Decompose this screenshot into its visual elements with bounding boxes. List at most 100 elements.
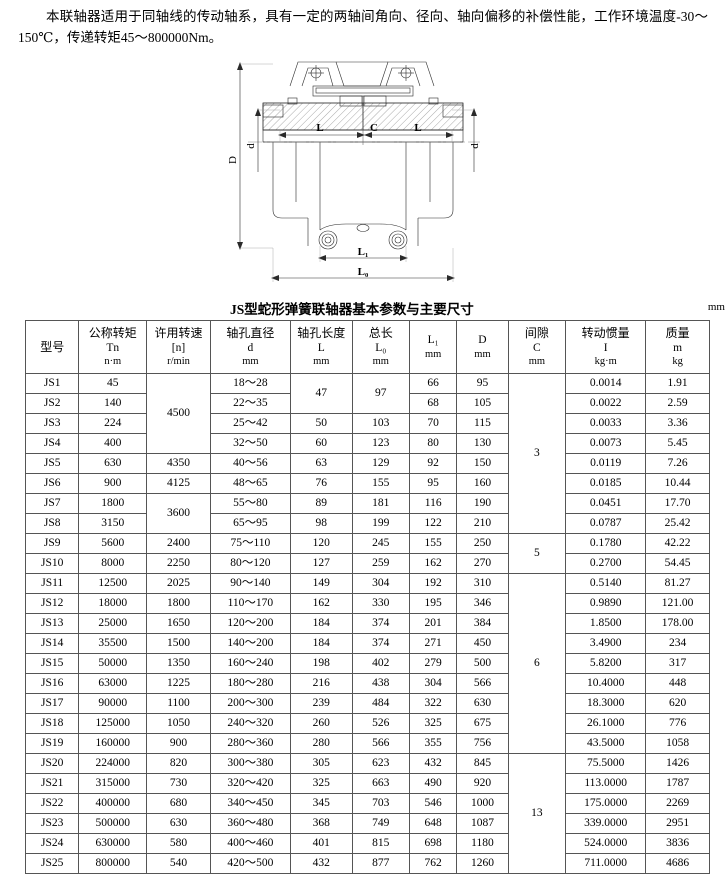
keyway-right xyxy=(442,104,464,118)
label-L-left: L xyxy=(316,122,323,134)
cell-outer-diameter: 566 xyxy=(456,673,509,694)
table-header-row: 型号 公称转矩 Tn n·m 许用转速 [n] r/min 轴孔直径 d mm … xyxy=(24,320,710,374)
cell-model: JS16 xyxy=(24,673,80,694)
cell-allowable-speed: 3600 xyxy=(146,493,211,534)
cell-nominal-torque: 12500 xyxy=(78,573,148,594)
cell-total-length: 526 xyxy=(351,713,411,734)
cell-outer-diameter: 105 xyxy=(456,393,509,414)
cell-model: JS21 xyxy=(24,773,80,794)
cell-model: JS7 xyxy=(24,493,80,514)
cell-allowable-speed: 4500 xyxy=(146,373,211,454)
cell-l1: 80 xyxy=(409,433,458,454)
col-header-total-length: 总长 L₀ mm xyxy=(351,320,411,374)
cell-total-length: 330 xyxy=(351,593,411,614)
cell-bore-diameter: 240～320 xyxy=(209,713,291,734)
cell-outer-diameter: 630 xyxy=(456,693,509,714)
cell-l1: 304 xyxy=(409,673,458,694)
cell-mass: 776 xyxy=(645,713,710,734)
cell-bore-length: 280 xyxy=(289,733,353,754)
cell-allowable-speed: 1650 xyxy=(146,613,211,634)
cell-model: JS5 xyxy=(24,453,80,474)
center-plug xyxy=(356,224,370,232)
table-row: JS13 25000 1650 120～200 184 374 201 384 1.8500 17… xyxy=(24,613,710,634)
cell-total-length: 749 xyxy=(351,813,411,834)
cell-model: JS25 xyxy=(24,853,80,874)
cell-bore-length: 368 xyxy=(289,813,353,834)
cell-nominal-torque: 315000 xyxy=(78,773,148,794)
cell-outer-diameter: 845 xyxy=(456,753,509,774)
cell-nominal-torque: 50000 xyxy=(78,653,148,674)
table-row: JS15 50000 1350 160～240 198 402 279 500 5.8200 31… xyxy=(24,653,710,674)
col-header-bore-diameter: 轴孔直径 d mm xyxy=(209,320,291,374)
cell-mass: 25.42 xyxy=(645,513,710,534)
col-header-nominal-torque: 公称转矩 Tn n·m xyxy=(78,320,148,374)
hub-right-hatched xyxy=(362,102,464,131)
cell-moment-of-inertia: 113.0000 xyxy=(565,773,647,794)
cell-outer-diameter: 270 xyxy=(456,553,509,574)
cell-l1: 546 xyxy=(409,793,458,814)
cell-mass: 4686 xyxy=(645,853,710,874)
cell-total-length: 103 xyxy=(351,413,411,434)
sleeve-top xyxy=(312,85,414,97)
cell-nominal-torque: 18000 xyxy=(78,593,148,614)
body-bottom-right xyxy=(418,209,454,219)
label-L1: L₁ xyxy=(358,246,369,258)
label-d-right: d xyxy=(469,143,481,149)
cell-bore-diameter: 110～170 xyxy=(209,593,291,614)
cover-skirt-lines xyxy=(319,142,407,230)
cell-mass: 7.26 xyxy=(645,453,710,474)
cell-gap: 5 xyxy=(507,533,567,574)
cell-moment-of-inertia: 5.8200 xyxy=(565,653,647,674)
table-row: JS6 900 4125 48～65 76 155 95 160 0.0185 10.44 xyxy=(24,473,710,494)
col-header-moment-of-inertia: 转动惯量 I kg·m xyxy=(565,320,647,374)
cell-nominal-torque: 90000 xyxy=(78,693,148,714)
col-header-gap: 间隙 C mm xyxy=(507,320,567,374)
cell-bore-diameter: 180～280 xyxy=(209,673,291,694)
cell-total-length: 97 xyxy=(351,373,411,414)
label-d-left: d xyxy=(245,143,257,149)
lower-bolt-right xyxy=(388,230,408,250)
cell-mass: 1426 xyxy=(645,753,710,774)
cell-moment-of-inertia: 0.0451 xyxy=(565,493,647,514)
cell-outer-diameter: 675 xyxy=(456,713,509,734)
cell-model: JS2 xyxy=(24,393,80,414)
lower-bolt-left xyxy=(318,230,338,250)
cell-nominal-torque: 5600 xyxy=(78,533,148,554)
cell-nominal-torque: 25000 xyxy=(78,613,148,634)
cell-nominal-torque: 800000 xyxy=(78,853,148,874)
cell-allowable-speed: 730 xyxy=(146,773,211,794)
cell-l1: 762 xyxy=(409,853,458,874)
table-row: JS25 800000 540 420～500 432 877 762 1260 711.000… xyxy=(24,853,710,874)
table-row: JS16 63000 1225 180～280 216 438 304 566 10.4000 4… xyxy=(24,673,710,694)
cell-moment-of-inertia: 339.0000 xyxy=(565,813,647,834)
cell-nominal-torque: 3150 xyxy=(78,513,148,534)
cell-moment-of-inertia: 3.4900 xyxy=(565,633,647,654)
cell-model: JS11 xyxy=(24,573,80,594)
cell-moment-of-inertia: 0.2700 xyxy=(565,553,647,574)
cell-total-length: 402 xyxy=(351,653,411,674)
cell-mass: 317 xyxy=(645,653,710,674)
cell-model: JS13 xyxy=(24,613,80,634)
cell-outer-diameter: 1000 xyxy=(456,793,509,814)
cell-model: JS8 xyxy=(24,513,80,534)
cell-mass: 121.00 xyxy=(645,593,710,614)
cell-total-length: 374 xyxy=(351,633,411,654)
cell-mass: 10.44 xyxy=(645,473,710,494)
cell-bore-diameter: 160～240 xyxy=(209,653,291,674)
cell-mass: 620 xyxy=(645,693,710,714)
cell-gap: 3 xyxy=(507,373,567,534)
cell-bore-length: 127 xyxy=(289,553,353,574)
cell-bore-length: 47 xyxy=(289,373,353,414)
cell-bore-length: 63 xyxy=(289,453,353,474)
table-row: JS2 140 22～35 68 105 0.0022 2.59 xyxy=(24,393,710,414)
cell-nominal-torque: 400000 xyxy=(78,793,148,814)
cell-model: JS6 xyxy=(24,473,80,494)
cover-right-inner xyxy=(385,67,421,87)
cell-nominal-torque: 630 xyxy=(78,453,148,474)
cell-gap: 6 xyxy=(507,573,567,754)
cell-nominal-torque: 400 xyxy=(78,433,148,454)
lower-cover-curve xyxy=(319,223,407,231)
cell-total-length: 877 xyxy=(351,853,411,874)
cell-l1: 432 xyxy=(409,753,458,774)
cell-model: JS4 xyxy=(24,433,80,454)
